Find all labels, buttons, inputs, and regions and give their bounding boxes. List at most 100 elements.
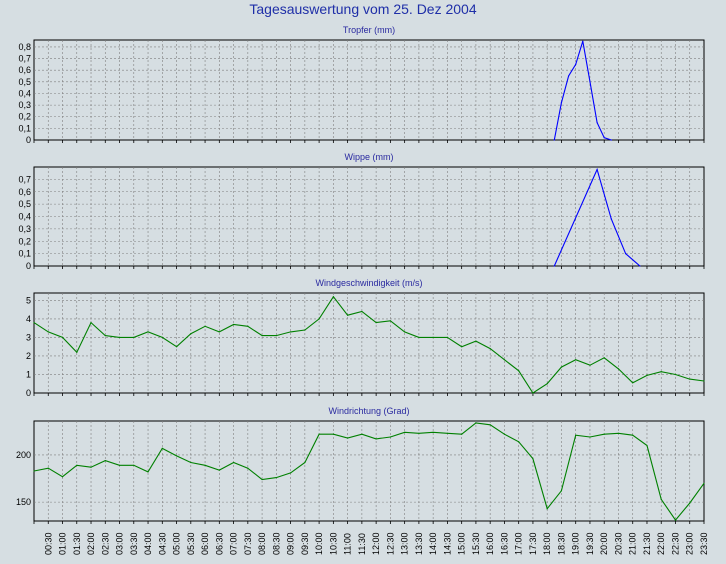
y-tick-label: 0	[26, 388, 31, 398]
x-tick-label: 15:30	[471, 532, 481, 555]
x-tick-label: 04:00	[143, 532, 153, 555]
data-point	[118, 336, 121, 338]
x-tick-label: 06:30	[214, 532, 224, 555]
data-point	[176, 455, 178, 457]
data-point	[632, 434, 634, 436]
data-point	[275, 335, 277, 337]
data-point	[361, 433, 363, 435]
data-point	[689, 502, 691, 504]
data-point	[389, 436, 391, 438]
x-tick-label: 05:00	[172, 532, 182, 555]
data-point	[625, 253, 627, 255]
data-point	[318, 318, 320, 320]
data-point	[375, 438, 377, 440]
y-tick-label: 0,3	[18, 224, 31, 234]
data-point	[560, 366, 563, 368]
data-point	[553, 265, 555, 267]
x-tick-label: 17:00	[514, 532, 524, 555]
data-point	[639, 265, 641, 267]
x-tick-label: 21:30	[642, 532, 652, 555]
data-point	[190, 461, 192, 464]
x-tick-label: 01:00	[58, 532, 68, 555]
x-tick-label: 22:00	[656, 532, 666, 555]
data-point	[90, 466, 92, 468]
x-tick-label: 15:00	[457, 532, 467, 555]
x-tick-label: 19:00	[571, 532, 581, 555]
x-tick-label: 11:00	[343, 533, 353, 555]
y-tick-label: 0,1	[18, 249, 31, 259]
data-point	[489, 424, 491, 426]
data-point	[660, 371, 662, 373]
y-tick-label: 0,4	[18, 212, 31, 222]
data-point	[596, 122, 598, 124]
data-point	[660, 498, 662, 500]
y-tick-label: 0	[26, 135, 31, 145]
data-point	[589, 81, 591, 83]
x-tick-label: 14:30	[442, 532, 452, 555]
x-tick-label: 18:30	[556, 532, 566, 555]
chart-title: Tagesauswertung vom 25. Dez 2004	[249, 1, 477, 17]
data-point	[461, 346, 463, 348]
x-tick-label: 07:30	[243, 532, 253, 555]
data-point	[247, 325, 249, 327]
data-point	[161, 336, 163, 338]
data-point	[389, 320, 391, 322]
data-point	[90, 322, 92, 324]
x-tick-label: 03:30	[129, 532, 139, 555]
panel-title: Windrichtung (Grad)	[328, 406, 409, 416]
data-point	[461, 433, 463, 435]
data-point	[218, 331, 220, 333]
y-tick-label: 0,1	[18, 123, 31, 133]
x-tick-label: 09:00	[286, 532, 296, 555]
data-point	[204, 464, 206, 466]
plot-area	[33, 166, 705, 267]
x-axis-labels: 00:30 01:00 01:30 02:00 02:30 03:00 03:30 04:00…	[43, 532, 709, 555]
y-tick-label: 2	[26, 351, 31, 361]
data-point	[76, 351, 78, 353]
data-point	[475, 340, 477, 342]
y-tick-label: 5	[26, 295, 31, 305]
data-point	[446, 336, 448, 338]
data-point	[347, 437, 349, 439]
data-point	[261, 335, 263, 337]
data-point	[133, 336, 135, 338]
x-tick-label: 02:30	[100, 532, 110, 555]
x-tick-label: 03:00	[115, 532, 125, 555]
data-point	[404, 331, 406, 333]
x-tick-label: 06:00	[200, 532, 210, 555]
data-point	[703, 482, 705, 484]
data-point	[190, 333, 192, 335]
data-point	[404, 431, 406, 433]
data-point	[546, 383, 548, 385]
x-tick-label: 21:00	[628, 532, 638, 555]
data-point	[503, 359, 505, 361]
data-point	[518, 441, 520, 443]
y-tick-label: 0	[26, 261, 31, 271]
data-point	[560, 102, 563, 104]
data-point	[596, 168, 598, 171]
x-tick-label: 05:30	[186, 532, 196, 555]
y-tick-label: 0,7	[18, 174, 31, 184]
data-point	[304, 461, 306, 464]
data-point	[703, 380, 705, 382]
data-point	[275, 477, 277, 479]
y-tick-label: 0,7	[18, 54, 31, 64]
data-point	[475, 422, 477, 424]
plot-area	[33, 292, 705, 394]
data-point	[575, 434, 577, 436]
x-tick-label: 11:30	[357, 533, 367, 555]
data-point	[589, 364, 591, 366]
data-point	[290, 331, 292, 333]
data-point	[553, 139, 555, 141]
x-tick-label: 00:30	[43, 532, 53, 555]
data-point	[104, 335, 106, 337]
x-tick-label: 02:00	[86, 532, 96, 555]
data-point	[33, 470, 35, 472]
y-tick-label: 4	[26, 314, 31, 324]
data-point	[603, 137, 605, 139]
data-point	[432, 431, 434, 433]
x-tick-label: 07:00	[229, 532, 239, 555]
data-point	[33, 322, 35, 324]
data-point	[518, 370, 520, 372]
data-point	[361, 310, 363, 313]
